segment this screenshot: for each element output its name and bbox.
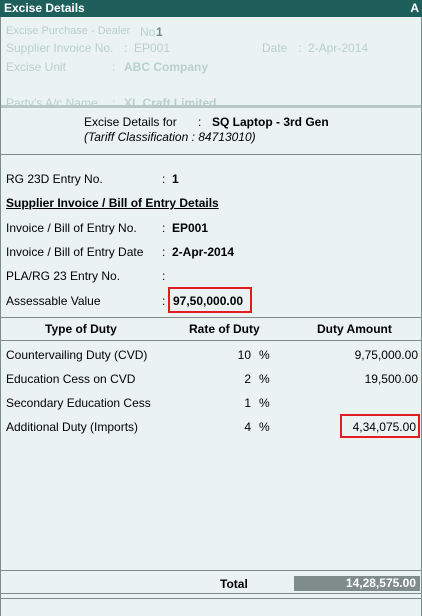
assessable-value-field[interactable]: 97,50,000.00 (168, 287, 252, 313)
assessable-value: 97,50,000.00 (173, 294, 244, 308)
party-label: Party's A/c Name (6, 96, 98, 105)
total-top-divider (0, 570, 422, 571)
window-title: Excise Details (4, 1, 85, 15)
supplier-invoice-value: EP001 (134, 41, 171, 55)
party-value: XL Craft Limited (124, 96, 217, 105)
excise-details-for-label: Excise Details for (84, 115, 177, 129)
table-header-divider (0, 340, 422, 341)
voucher-no-label: No. (140, 25, 159, 39)
total-bottom-divider (0, 593, 422, 594)
date-value: 2-Apr-2014 (308, 41, 369, 55)
duty-rate-unit: % (259, 372, 270, 386)
total-label: Total (220, 577, 248, 591)
duty-amount[interactable]: 9,75,000.00 (354, 348, 418, 362)
invoice-date-colon: : (162, 245, 166, 259)
col-header-type: Type of Duty (45, 322, 117, 336)
header-divider (0, 154, 422, 155)
duty-rate[interactable]: 10 (237, 348, 251, 362)
background-form: Excise Purchase - Dealer No. 1 Supplier … (0, 17, 422, 105)
footer-divider (0, 598, 422, 599)
supplier-invoice-colon: : (124, 41, 128, 55)
supplier-invoice-section-title: Supplier Invoice / Bill of Entry Details (6, 196, 219, 210)
excise-unit-colon: : (112, 60, 116, 74)
window-title-bar: Excise Details A (0, 0, 422, 17)
duty-rate[interactable]: 4 (244, 420, 251, 434)
rg23d-colon: : (162, 172, 166, 186)
additional-duty-amount-field[interactable]: 4,34,075.00 (340, 414, 420, 438)
total-value: 14,28,575.00 (294, 576, 420, 591)
duty-rate[interactable]: 1 (244, 396, 251, 410)
form-separator (0, 105, 422, 108)
duty-rate-unit: % (259, 348, 270, 362)
duty-amount: 4,34,075.00 (352, 420, 416, 434)
duty-rate-unit: % (259, 420, 270, 434)
duty-rate-unit: % (259, 396, 270, 410)
rg23d-value[interactable]: 1 (172, 172, 179, 186)
duty-rate[interactable]: 2 (244, 372, 251, 386)
assessable-value-label: Assessable Value (6, 294, 101, 308)
excise-unit-label: Excise Unit (6, 60, 67, 74)
invoice-no-colon: : (162, 221, 166, 235)
date-label: Date (262, 41, 288, 55)
invoice-no-label: Invoice / Bill of Entry No. (6, 221, 137, 235)
invoice-no-value[interactable]: EP001 (172, 221, 209, 235)
left-border (0, 17, 1, 616)
duty-amount[interactable]: 19,500.00 (364, 372, 418, 386)
pla-rg23-label: PLA/RG 23 Entry No. (6, 269, 121, 283)
party-colon: : (112, 96, 116, 105)
item-name: SQ Laptop - 3rd Gen (212, 115, 329, 129)
rg23d-label: RG 23D Entry No. (6, 172, 103, 186)
duty-type: Additional Duty (Imports) (6, 420, 139, 434)
assessable-value-colon: : (162, 294, 166, 308)
voucher-type-label: Excise Purchase - Dealer (6, 25, 131, 37)
tariff-classification: (Tariff Classification : 84713010) (84, 130, 256, 144)
excise-unit-value: ABC Company (124, 60, 209, 74)
pla-rg23-colon: : (162, 269, 166, 283)
invoice-date-value[interactable]: 2-Apr-2014 (172, 245, 235, 259)
duty-type: Secondary Education Cess (6, 396, 151, 410)
col-header-amount: Duty Amount (317, 322, 392, 336)
invoice-date-label: Invoice / Bill of Entry Date (6, 245, 144, 259)
table-top-divider (0, 317, 422, 318)
duty-type: Countervailing Duty (CVD) (6, 348, 148, 362)
header-colon: : (198, 115, 202, 129)
supplier-invoice-label: Supplier Invoice No. (6, 41, 114, 55)
voucher-no-value: 1 (156, 25, 163, 39)
excise-details-header: Excise Details for : SQ Laptop - 3rd Gen… (0, 108, 422, 154)
col-header-rate: Rate of Duty (189, 322, 260, 336)
date-colon: : (298, 41, 302, 55)
title-corner-label: A (410, 1, 419, 15)
duty-type: Education Cess on CVD (6, 372, 136, 386)
